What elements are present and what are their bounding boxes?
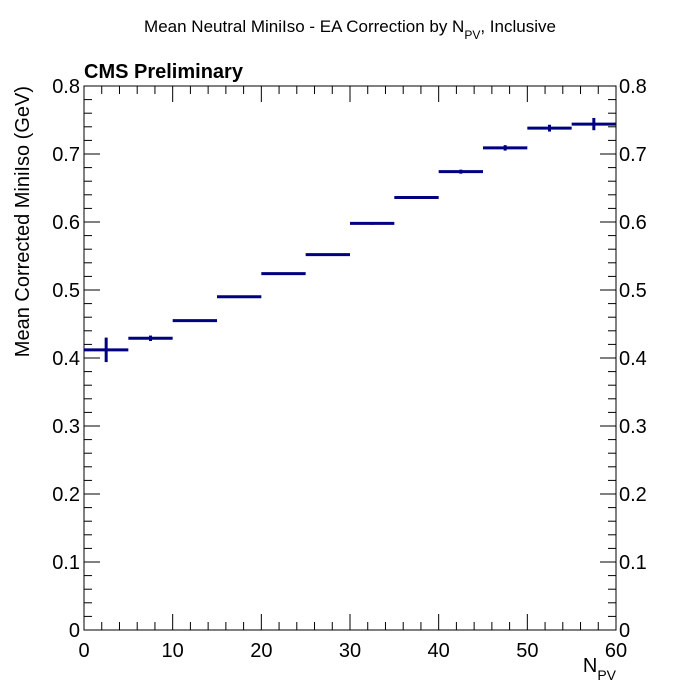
x-tick-label: 0 bbox=[78, 640, 89, 662]
data-point bbox=[261, 272, 306, 276]
data-point bbox=[483, 145, 528, 151]
y-tick-label-right: 0.2 bbox=[619, 484, 647, 506]
y-tick-label-left: 0.4 bbox=[52, 348, 80, 370]
y-tick-label-left: 0 bbox=[69, 620, 80, 642]
data-point bbox=[172, 319, 217, 323]
y-tick-label-left: 0.7 bbox=[52, 144, 80, 166]
data-point bbox=[394, 196, 439, 200]
chart-title: Mean Neutral MiniIso - EA Correction by … bbox=[144, 17, 556, 42]
data-point bbox=[305, 253, 350, 257]
y-tick-label-left: 0.3 bbox=[52, 416, 80, 438]
y-tick-label-left: 0.2 bbox=[52, 484, 80, 506]
y-tick-label-right: 0 bbox=[619, 620, 630, 642]
chart-title-subscript: PV bbox=[464, 28, 480, 42]
y-tick-label-right: 0.4 bbox=[619, 348, 647, 370]
x-tick-label: 50 bbox=[516, 640, 538, 662]
x-tick-label: 20 bbox=[250, 640, 272, 662]
y-tick-label-left: 0.5 bbox=[52, 280, 80, 302]
x-axis-title-subscript: PV bbox=[597, 667, 616, 683]
y-tick-label-right: 0.1 bbox=[619, 552, 647, 574]
x-tick-label: 30 bbox=[339, 640, 361, 662]
data-point bbox=[571, 117, 616, 131]
x-axis-title-main: N bbox=[583, 655, 597, 677]
x-axis: 0 10 20 30 40 50 60 bbox=[78, 86, 627, 662]
y-tick-label-right: 0.8 bbox=[619, 76, 647, 98]
data-point bbox=[350, 221, 395, 225]
data-series bbox=[84, 117, 616, 363]
cms-label: CMS Preliminary bbox=[84, 61, 244, 83]
data-point bbox=[217, 295, 262, 299]
data-point bbox=[84, 337, 129, 363]
y-tick-label-right: 0.5 bbox=[619, 280, 647, 302]
y-axis-left: 0 0.1 0.2 0.3 0.4 0.5 0.6 0.7 0.8 bbox=[52, 76, 100, 642]
y-tick-label-left: 0.6 bbox=[52, 212, 80, 234]
x-tick-label: 60 bbox=[605, 640, 627, 662]
chart-title-suffix: , Inclusive bbox=[480, 17, 556, 36]
x-axis-title: NPV bbox=[583, 655, 617, 683]
data-point bbox=[128, 335, 173, 341]
y-axis-title: Mean Corrected MiniIso (GeV) bbox=[12, 86, 34, 357]
y-tick-label-left: 0.8 bbox=[52, 76, 80, 98]
data-point bbox=[527, 124, 572, 132]
chart-title-main: Mean Neutral MiniIso - EA Correction by … bbox=[144, 17, 464, 36]
y-axis-right: 0 0.1 0.2 0.3 0.4 0.5 0.6 0.7 0.8 bbox=[600, 76, 647, 642]
x-tick-label: 10 bbox=[162, 640, 184, 662]
x-tick-label: 40 bbox=[428, 640, 450, 662]
y-tick-label-left: 0.1 bbox=[52, 552, 80, 574]
y-tick-label-right: 0.7 bbox=[619, 144, 647, 166]
data-point bbox=[438, 169, 483, 174]
y-tick-label-right: 0.6 bbox=[619, 212, 647, 234]
y-tick-label-right: 0.3 bbox=[619, 416, 647, 438]
